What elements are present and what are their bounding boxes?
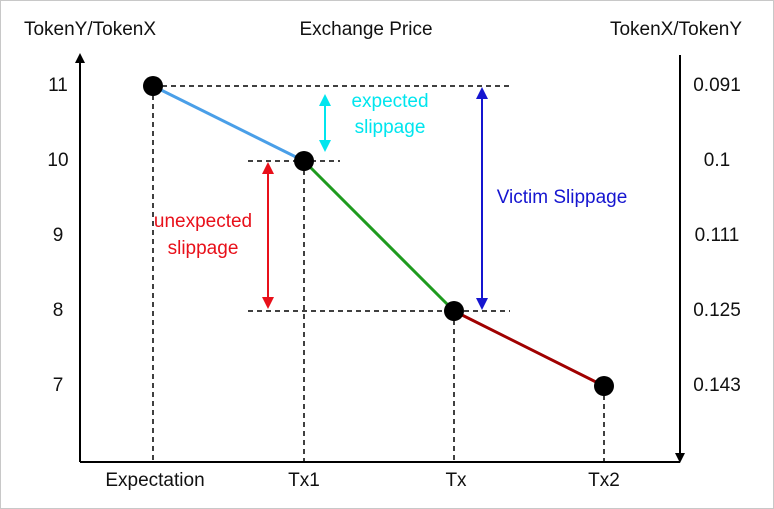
points: [143, 76, 614, 396]
column-label: Tx2: [588, 470, 620, 491]
segment: [152, 84, 305, 163]
title: Exchange Price: [299, 19, 432, 40]
column-label: Tx: [445, 470, 467, 491]
column-label: Expectation: [105, 470, 204, 491]
left-tick-label: 11: [48, 75, 68, 96]
left-tick-label: 7: [53, 375, 64, 396]
annotation: expected: [351, 91, 428, 112]
segment: [302, 159, 456, 313]
annotation: unexpected: [154, 211, 252, 232]
segment: [453, 309, 605, 388]
left-axis-label: TokenY/TokenX: [24, 19, 156, 40]
left-tick-label: 8: [53, 300, 64, 321]
right-axis-label: TokenX/TokenY: [610, 19, 742, 40]
right-tick-label: 0.1: [704, 150, 730, 171]
right-tick-label: 0.143: [693, 375, 741, 396]
left-tick-label: 9: [53, 225, 64, 246]
annotation: slippage: [355, 117, 426, 138]
left-tick-label: 10: [47, 150, 68, 171]
annotation: slippage: [168, 238, 239, 259]
column-label: Tx1: [288, 470, 320, 491]
right-tick-label: 0.111: [695, 225, 740, 246]
right-tick-label: 0.091: [693, 75, 741, 96]
annotation: Victim Slippage: [497, 187, 628, 208]
right-tick-label: 0.125: [693, 300, 741, 321]
